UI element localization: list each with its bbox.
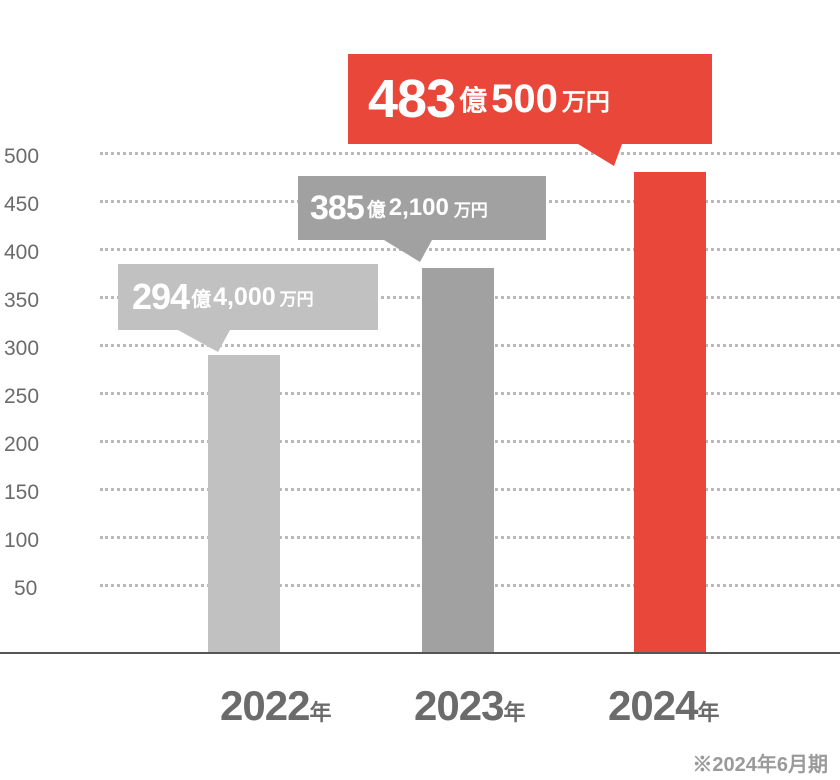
- y-tick-400: 400: [4, 241, 40, 264]
- callout-2023-tail: [384, 240, 432, 262]
- callout-2024-tail: [578, 144, 622, 166]
- callout-2022-oku: 294: [132, 276, 190, 317]
- gridline: [100, 248, 840, 251]
- y-tick-50: 50: [14, 577, 38, 600]
- x-label-2024-unit: 年: [697, 700, 720, 725]
- callout-2024-oku-label: 億: [459, 85, 488, 116]
- bar-2022: [208, 355, 280, 652]
- x-label-2023-year: 2023: [414, 682, 504, 729]
- footnote: ※2024年6月期: [692, 754, 828, 776]
- y-tick-250: 250: [4, 385, 40, 408]
- callout-2023-oku: 385: [310, 188, 365, 227]
- y-tick-300: 300: [4, 337, 40, 360]
- x-label-2024-year: 2024: [608, 682, 698, 729]
- y-tick-100: 100: [4, 529, 40, 552]
- callout-2022-man-label: 万円: [279, 289, 314, 309]
- x-label-2024: 2024年: [608, 682, 719, 730]
- x-label-2023-unit: 年: [503, 700, 526, 725]
- x-axis-baseline: [0, 652, 840, 654]
- callout-2023: 385 億 2,100 万円: [298, 176, 546, 262]
- callout-2023-man: 2,100: [388, 194, 449, 221]
- callout-2024-man: 500: [491, 76, 558, 121]
- y-tick-150: 150: [4, 481, 40, 504]
- y-tick-350: 350: [4, 289, 40, 312]
- y-tick-450: 450: [4, 193, 40, 216]
- y-tick-500: 500: [4, 145, 40, 168]
- callout-2022-man: 4,000: [213, 282, 276, 311]
- x-label-2022-year: 2022: [220, 682, 310, 729]
- callout-2022-tail: [178, 330, 230, 352]
- gridline: [100, 152, 840, 155]
- callout-2024-man-label: 万円: [561, 88, 610, 116]
- callout-2022: 294 億 4,000 万円: [118, 264, 378, 352]
- y-tick-200: 200: [4, 433, 40, 456]
- bar-2024: [634, 172, 706, 652]
- callout-2024-oku: 483: [368, 69, 456, 129]
- callout-2023-oku-label: 億: [366, 199, 386, 221]
- x-label-2022: 2022年: [220, 682, 331, 730]
- x-label-2022-unit: 年: [309, 700, 332, 725]
- bar-2023: [422, 268, 494, 652]
- callout-2023-man-label: 万円: [453, 200, 488, 220]
- x-label-2023: 2023年: [414, 682, 525, 730]
- callout-2024: 483 億 500 万円: [348, 54, 712, 166]
- callout-2022-oku-label: 億: [191, 288, 212, 311]
